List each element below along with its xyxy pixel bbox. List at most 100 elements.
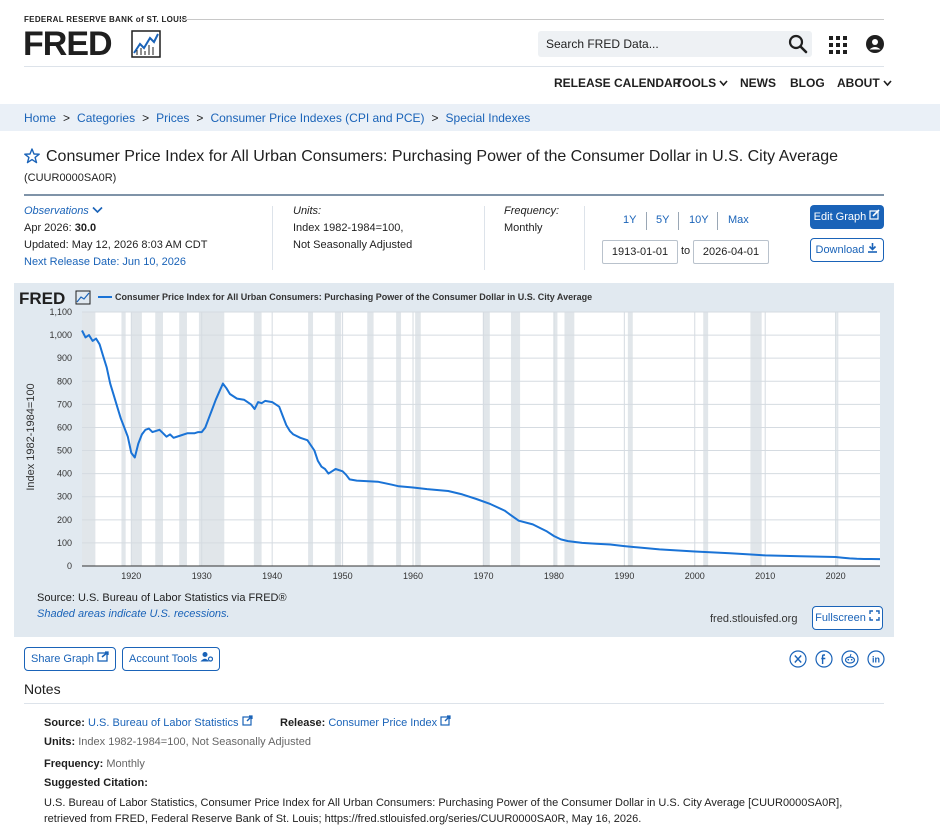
recession-band <box>750 312 762 566</box>
y-tick-label: 800 <box>57 376 72 386</box>
recession-band <box>553 312 558 566</box>
updated-timestamp: Updated: May 12, 2026 8:03 AM CDT <box>24 239 208 251</box>
y-axis: 0 100 200 300 400 500 600 700 800 900 1,000 1,100 <box>49 307 72 571</box>
y-tick-label: 200 <box>57 515 72 525</box>
date-range-to: to <box>681 245 691 257</box>
search-bar[interactable] <box>538 31 812 57</box>
search-input[interactable] <box>538 31 778 57</box>
linkedin-icon[interactable]: in <box>867 650 885 668</box>
frequency-block: Frequency: Monthly <box>504 203 559 237</box>
nav-news[interactable]: NEWS <box>740 76 776 90</box>
edit-graph-label: Edit Graph <box>813 211 867 223</box>
fred-chart-logo-icon[interactable] <box>131 30 161 58</box>
y-tick-label: 100 <box>57 538 72 548</box>
nav-tools[interactable]: TOOLS <box>675 76 729 90</box>
start-date-input[interactable]: 1913-01-01 <box>602 240 678 264</box>
y-tick-label: 1,000 <box>49 330 72 340</box>
range-1y-button[interactable]: 1Y <box>623 214 637 226</box>
note-frequency: Frequency: Monthly <box>44 758 145 770</box>
y-tick-label: 900 <box>57 353 72 363</box>
fred-logo[interactable]: FRED <box>23 25 113 63</box>
apps-grid-icon[interactable] <box>829 36 847 54</box>
range-5y-button[interactable]: 5Y <box>656 214 670 226</box>
x-tick-label: 1950 <box>333 571 353 581</box>
next-release-link[interactable]: Next Release Date: Jun 10, 2026 <box>24 256 187 268</box>
y-tick-label: 600 <box>57 422 72 432</box>
chart-site: fred.stlouisfed.org <box>710 613 798 625</box>
recession-band <box>836 312 839 566</box>
breadcrumb-categories[interactable]: Categories <box>77 111 136 125</box>
observations-label: Observations <box>24 205 89 217</box>
x-tick-label: 1960 <box>403 571 423 581</box>
note-release-link[interactable]: Consumer Price Index <box>328 717 438 729</box>
frequency-value: Monthly <box>504 222 543 234</box>
search-icon[interactable] <box>788 34 808 54</box>
chevron-down-icon <box>92 206 103 214</box>
recession-band <box>155 312 163 566</box>
note-source-link[interactable]: U.S. Bureau of Labor Statistics <box>88 717 239 729</box>
observations-block: Observations Apr 2026: 30.0 Updated: May… <box>24 203 207 271</box>
line-chart[interactable]: FRED Consumer Price Index for All Urban … <box>14 283 894 583</box>
breadcrumb-special-indexes[interactable]: Special Indexes <box>445 111 531 125</box>
nav-about-label: ABOUT <box>837 76 880 90</box>
x-tick-label: 1940 <box>262 571 282 581</box>
download-label: Download <box>815 244 865 256</box>
note-units: Units: Index 1982-1984=100, Not Seasonal… <box>44 736 311 748</box>
title-divider <box>24 194 884 196</box>
end-date-input[interactable]: 2026-04-01 <box>693 240 769 264</box>
range-10y-button[interactable]: 10Y <box>689 214 709 226</box>
brand-divider <box>178 19 884 20</box>
recession-band <box>253 312 262 566</box>
x-tick-label: 1980 <box>544 571 564 581</box>
breadcrumb-bar <box>0 104 940 131</box>
units-line-1: Index 1982-1984=100, <box>293 222 404 234</box>
x-tick-label: 1990 <box>614 571 634 581</box>
latest-observation: Apr 2026: 30.0 <box>24 220 207 237</box>
note-source-label: Source: <box>44 717 85 729</box>
edit-graph-button[interactable]: Edit Graph <box>810 205 884 229</box>
external-link-icon[interactable] <box>440 715 451 726</box>
edit-icon <box>869 209 880 220</box>
favorite-star-icon[interactable] <box>24 148 40 164</box>
expand-icon <box>869 610 880 621</box>
nav-blog[interactable]: BLOG <box>790 76 825 90</box>
external-link-icon[interactable] <box>241 715 253 726</box>
nav-tools-label: TOOLS <box>675 76 717 90</box>
y-tick-label: 400 <box>57 469 72 479</box>
header-divider <box>24 66 884 67</box>
series-line[interactable] <box>81 330 881 561</box>
reddit-icon[interactable] <box>841 650 859 668</box>
account-tools-button[interactable]: Account Tools <box>122 647 221 671</box>
meta-divider <box>272 206 273 270</box>
page-title: Consumer Price Index for All Urban Consu… <box>46 148 839 165</box>
range-separator <box>678 212 679 230</box>
fullscreen-label: Fullscreen <box>815 612 866 624</box>
recession-band <box>121 312 126 566</box>
legend-series-label: Consumer Price Index for All Urban Consu… <box>115 292 592 302</box>
recession-note-link[interactable]: Shaded areas indicate U.S. recessions. <box>37 608 230 620</box>
nav-release-calendar[interactable]: RELEASE CALENDAR <box>554 76 682 90</box>
observations-toggle[interactable]: Observations <box>24 203 207 220</box>
note-frequency-label: Frequency: <box>44 758 104 770</box>
download-button[interactable]: Download <box>810 238 884 262</box>
x-tick-label: 2020 <box>826 571 846 581</box>
chevron-down-icon <box>883 80 892 87</box>
breadcrumb-consumer-price-indexes[interactable]: Consumer Price Indexes (CPI and PCE) <box>210 111 425 125</box>
frequency-label: Frequency: <box>504 205 560 217</box>
share-graph-button[interactable]: Share Graph <box>24 647 117 671</box>
breadcrumb-home[interactable]: Home <box>24 111 57 125</box>
gridlines <box>82 311 880 567</box>
recession-band <box>510 312 521 566</box>
user-account-icon[interactable] <box>866 35 884 53</box>
facebook-icon[interactable] <box>815 650 833 668</box>
x-tick-label: 1920 <box>121 571 141 581</box>
nav-about[interactable]: ABOUT <box>837 76 892 90</box>
recession-band <box>564 312 575 566</box>
fullscreen-button[interactable]: Fullscreen <box>812 606 883 630</box>
x-icon[interactable] <box>789 650 807 668</box>
notes-heading: Notes <box>24 681 61 697</box>
recession-shading <box>82 312 839 566</box>
note-citation-heading: Suggested Citation: <box>44 777 148 789</box>
breadcrumb-prices[interactable]: Prices <box>156 111 190 125</box>
range-max-button[interactable]: Max <box>728 214 749 226</box>
